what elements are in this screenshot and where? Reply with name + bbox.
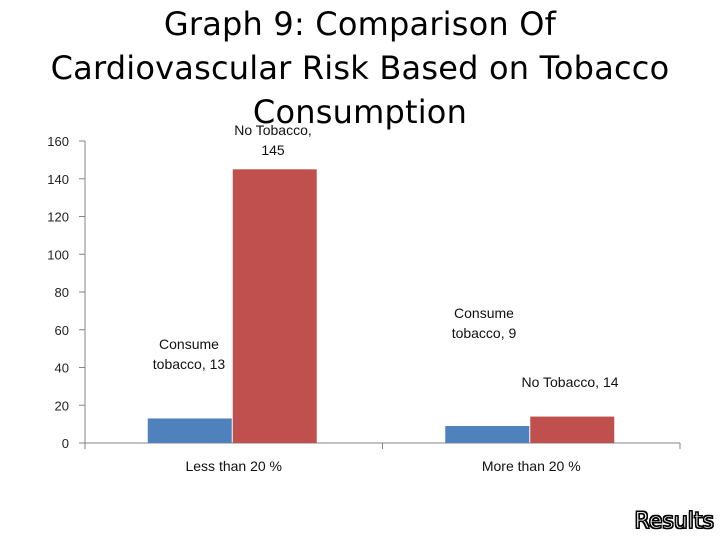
- y-tick-label: 100: [47, 247, 69, 262]
- y-tick-label: 60: [55, 323, 69, 338]
- bar-no-tobacco: [232, 169, 317, 443]
- results-footer-label: Results: [634, 509, 714, 535]
- data-label: Consume tobacco, 13: [153, 336, 226, 372]
- y-tick-label: 140: [47, 172, 69, 187]
- y-tick-label: 40: [55, 361, 69, 376]
- x-category-label: Less than 20 %: [185, 458, 282, 474]
- data-label: No Tobacco, 145: [234, 122, 312, 158]
- y-tick-label: 80: [55, 285, 69, 300]
- bar-consume-tobacco: [445, 426, 530, 443]
- y-tick-label: 120: [47, 210, 69, 225]
- chart-title-line-1: Graph 9: Comparison Of: [163, 5, 557, 43]
- chart-title-line-3: Consumption: [252, 93, 468, 131]
- x-category-label: More than 20 %: [482, 458, 581, 474]
- y-tick-label: 0: [62, 436, 69, 451]
- y-tick-label: 20: [55, 398, 69, 413]
- bar-consume-tobacco: [147, 418, 232, 443]
- data-label: No Tobacco, 14: [521, 374, 618, 390]
- data-label: Consume tobacco, 9: [452, 305, 517, 341]
- y-tick-label: 160: [47, 134, 69, 149]
- chart-title: Graph 9: Comparison Of Cardiovascular Ri…: [20, 2, 700, 134]
- chart-title-line-2: Cardiovascular Risk Based on Tobacco: [50, 49, 670, 87]
- bar-no-tobacco: [530, 416, 615, 443]
